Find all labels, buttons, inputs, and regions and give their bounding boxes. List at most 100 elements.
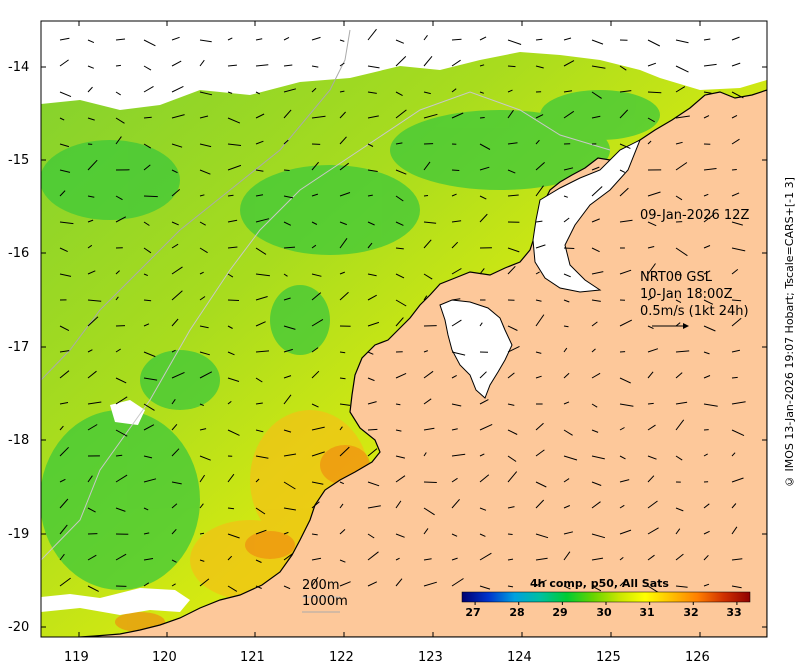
isobath-200-line — [41, 91, 611, 561]
current-arrow — [87, 39, 95, 44]
current-arrow — [703, 63, 717, 67]
current-arrow — [199, 403, 204, 407]
current-arrow — [227, 533, 240, 539]
current-arrow — [451, 268, 462, 275]
current-arrow — [171, 221, 179, 226]
current-arrow — [255, 218, 270, 223]
current-arrow — [87, 475, 93, 483]
current-arrow — [283, 36, 290, 41]
current-arrow — [647, 191, 661, 197]
current-arrow — [563, 90, 573, 93]
cloud-east-coast — [532, 138, 641, 293]
current-arrow — [283, 64, 293, 67]
current-arrow — [563, 217, 570, 223]
current-arrow — [115, 553, 127, 561]
cloud-south — [41, 588, 190, 615]
current-arrow — [675, 528, 681, 535]
lon-label: 124 — [507, 650, 532, 665]
current-arrow — [143, 116, 152, 119]
current-arrow — [619, 187, 629, 197]
current-arrow — [227, 246, 238, 249]
current-arrow — [619, 377, 631, 384]
current-arrow — [535, 220, 543, 223]
current-arrow — [423, 528, 429, 535]
current-arrow — [703, 38, 711, 41]
current-arrow — [647, 424, 656, 431]
current-arrow — [731, 317, 742, 327]
current-arrow — [395, 169, 407, 175]
current-arrow — [283, 297, 291, 301]
lon-label: 119 — [64, 650, 89, 665]
current-arrow — [647, 475, 655, 483]
current-arrow — [339, 481, 345, 485]
current-arrow — [255, 529, 267, 535]
current-arrow — [59, 402, 69, 405]
current-arrow — [563, 505, 570, 509]
current-arrow — [619, 219, 633, 223]
current-arrow — [675, 273, 682, 276]
current-arrow — [311, 481, 324, 485]
current-arrow — [731, 247, 746, 252]
current-arrow — [143, 478, 157, 483]
current-arrow — [199, 143, 212, 148]
current-arrow — [591, 585, 602, 592]
current-arrow — [731, 114, 738, 119]
current-arrow — [171, 399, 176, 405]
current-arrow — [227, 164, 242, 171]
current-arrow — [143, 221, 150, 226]
current-arrow — [311, 577, 319, 587]
current-arrow — [311, 65, 319, 68]
current-arrow — [227, 351, 235, 356]
current-arrow — [115, 195, 123, 201]
current-arrow — [255, 559, 262, 563]
current-arrow — [255, 194, 264, 197]
current-arrow — [507, 194, 519, 197]
current-arrow — [731, 36, 740, 41]
current-arrow — [227, 64, 237, 67]
current-arrow — [731, 376, 738, 379]
current-arrow — [395, 578, 403, 587]
current-arrow — [675, 350, 690, 353]
current-arrow — [703, 193, 709, 197]
current-arrow — [731, 401, 746, 405]
current-arrow — [423, 398, 432, 405]
current-arrow — [731, 477, 744, 483]
current-arrow — [647, 296, 654, 301]
current-arrow — [171, 318, 179, 327]
current-arrow — [87, 195, 95, 198]
current-arrow — [451, 428, 458, 431]
current-arrow — [143, 558, 154, 561]
current-arrow — [675, 115, 690, 119]
current-arrow — [563, 247, 575, 249]
colorbar-tick-label: 27 — [465, 606, 481, 619]
current-arrow — [311, 451, 325, 457]
current-arrow — [311, 244, 317, 249]
current-arrow — [227, 401, 232, 405]
current-arrow — [283, 139, 289, 145]
current-arrow — [199, 39, 212, 43]
current-arrow — [395, 557, 400, 561]
current-arrow — [283, 169, 290, 171]
current-arrow — [367, 65, 380, 69]
current-arrow — [199, 578, 210, 587]
current-arrow — [535, 422, 544, 431]
current-arrow — [535, 579, 547, 587]
current-time-label: 10-Jan 18:00Z — [640, 287, 733, 302]
current-arrow — [339, 62, 345, 67]
current-arrow — [507, 89, 513, 93]
current-arrow — [675, 507, 684, 512]
current-arrow — [171, 559, 177, 563]
current-arrow — [199, 169, 211, 175]
current-arrow — [143, 351, 156, 358]
current-arrow — [479, 507, 487, 511]
current-arrow — [619, 90, 632, 93]
current-arrow — [703, 115, 710, 119]
current-arrow — [535, 481, 547, 488]
current-arrow — [423, 273, 433, 280]
current-arrow — [423, 295, 428, 301]
current-arrow — [647, 263, 656, 275]
current-arrow — [199, 325, 209, 329]
current-arrow — [311, 87, 317, 93]
current-arrow — [619, 403, 634, 407]
